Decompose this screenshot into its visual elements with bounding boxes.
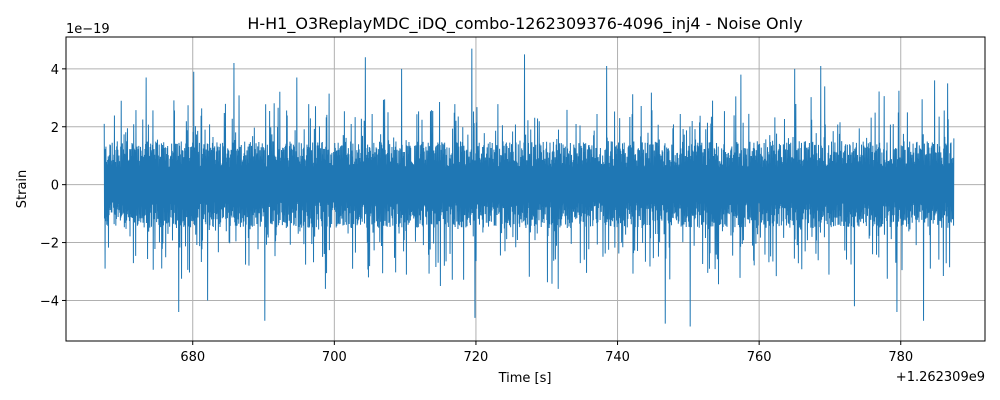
y-scale-label: 1e−19 bbox=[66, 22, 110, 37]
y-axis: −4 −2 0 2 4 bbox=[40, 63, 66, 309]
y-tick-label: −2 bbox=[40, 237, 59, 252]
y-tick-label: 0 bbox=[51, 179, 59, 194]
x-axis-label: Time [s] bbox=[498, 371, 552, 386]
strain-series-line bbox=[103, 48, 955, 327]
y-axis-label: Strain bbox=[15, 170, 30, 209]
x-offset-label: +1.262309e9 bbox=[896, 370, 985, 385]
x-tick-label: 760 bbox=[747, 350, 772, 365]
plot-frame bbox=[65, 36, 986, 342]
x-tick-label: 720 bbox=[464, 350, 489, 365]
y-tick-label: 4 bbox=[51, 63, 59, 78]
x-tick-label: 740 bbox=[605, 350, 630, 365]
y-tick-label: 2 bbox=[51, 121, 59, 136]
x-tick-label: 780 bbox=[888, 350, 913, 365]
x-axis: 680 700 720 740 760 780 bbox=[180, 341, 913, 365]
chart-title: H-H1_O3ReplayMDC_iDQ_combo-1262309376-40… bbox=[247, 14, 802, 34]
x-tick-label: 700 bbox=[322, 350, 347, 365]
plot-area bbox=[103, 48, 955, 327]
y-tick-label: −4 bbox=[40, 294, 59, 309]
x-tick-label: 680 bbox=[180, 350, 205, 365]
